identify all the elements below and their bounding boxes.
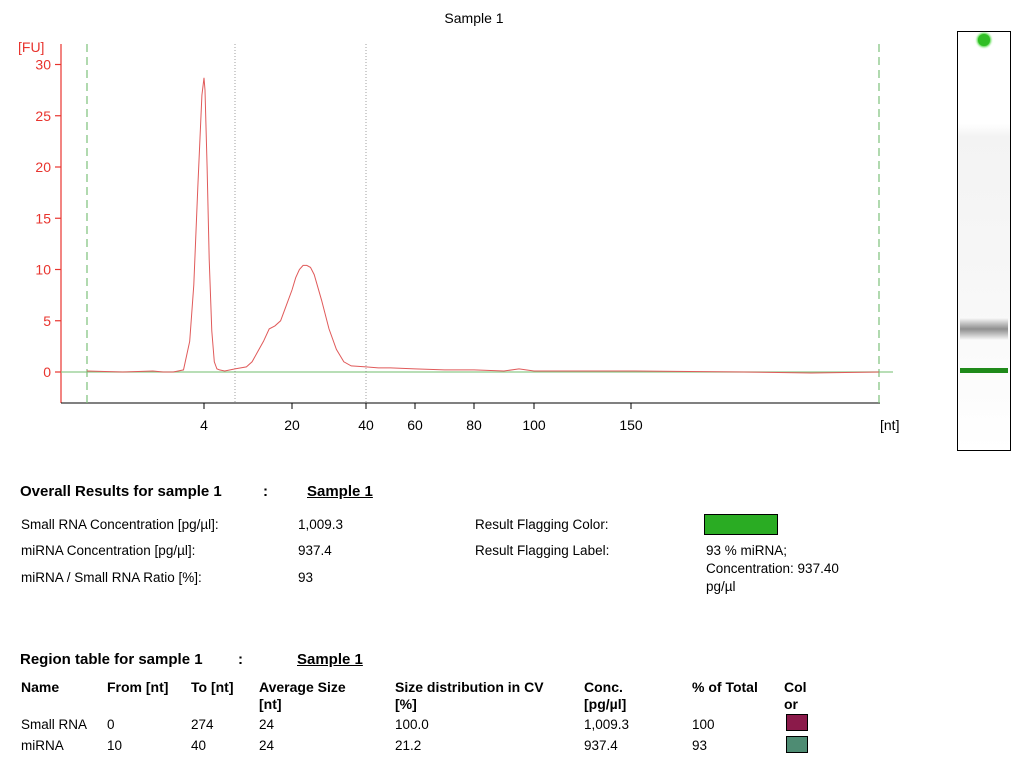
col-header-color-cont: or xyxy=(784,696,798,712)
y-axis: 0 5 10 15 20 25 30 xyxy=(35,57,61,380)
table-row-2-cv: 21.2 xyxy=(395,738,422,753)
y-tick-label: 30 xyxy=(35,57,51,73)
mirna-conc-label: miRNA Concentration [pg/µl]: xyxy=(21,543,196,558)
table-row-1-to: 274 xyxy=(191,717,214,732)
table-row-1-name: Small RNA xyxy=(21,717,88,732)
gel-upper-marker-dot xyxy=(978,34,990,46)
fluorescence-trace xyxy=(86,77,880,374)
table-row-1-cv: 100.0 xyxy=(395,717,429,732)
gel-lane xyxy=(957,31,1011,451)
region-sample-link[interactable]: Sample 1 xyxy=(297,651,363,668)
y-tick-label: 25 xyxy=(35,108,51,124)
flag-label-line-3: pg/µl xyxy=(706,579,736,594)
chart-title: Sample 1 xyxy=(444,10,503,26)
small-rna-conc-value: 1,009.3 xyxy=(298,517,344,532)
table-row-1-conc: 1,009.3 xyxy=(584,717,630,732)
col-header-color: Col xyxy=(784,679,807,695)
overall-results-colon: : xyxy=(263,483,268,500)
table-row-1-from: 0 xyxy=(107,717,115,732)
y-tick-label: 5 xyxy=(43,313,51,329)
col-header-name: Name xyxy=(21,679,60,695)
table-row-2-to: 40 xyxy=(191,738,207,753)
table-row-2-name: miRNA xyxy=(21,738,64,753)
region-table-colon: : xyxy=(238,651,243,668)
flag-label-line-2: Concentration: 937.40 xyxy=(706,561,839,576)
x-tick-label: 100 xyxy=(522,417,546,433)
flag-label-line-1: 93 % miRNA; xyxy=(706,543,788,558)
ratio-value: 93 xyxy=(298,570,314,585)
table-row-2-pct: 93 xyxy=(692,738,708,753)
x-tick-label: 80 xyxy=(466,417,482,433)
col-header-conc-unit: [pg/µl] xyxy=(584,696,627,712)
col-header-avg-size: Average Size xyxy=(259,679,346,695)
y-tick-label: 10 xyxy=(35,262,51,278)
col-header-avg-size-unit: [nt] xyxy=(259,696,282,712)
table-row-2-from: 10 xyxy=(107,738,123,753)
table-row-2-color-swatch xyxy=(786,736,808,753)
x-axis: 4 20 40 60 80 100 150 xyxy=(200,403,643,433)
y-tick-label: 20 xyxy=(35,159,51,175)
y-tick-label: 0 xyxy=(43,364,51,380)
flag-color-swatch xyxy=(704,514,778,535)
table-row-1-pct: 100 xyxy=(692,717,715,732)
col-header-from: From [nt] xyxy=(107,679,169,695)
col-header-conc: Conc. xyxy=(584,679,623,695)
table-row-2-conc: 937.4 xyxy=(584,738,618,753)
col-header-cv-unit: [%] xyxy=(395,696,417,712)
overall-sample-link[interactable]: Sample 1 xyxy=(307,483,373,500)
gel-band-sample xyxy=(960,318,1008,340)
flag-color-label: Result Flagging Color: xyxy=(475,517,609,532)
col-header-to: To [nt] xyxy=(191,679,234,695)
x-tick-label: 4 xyxy=(200,417,208,433)
x-tick-label: 60 xyxy=(407,417,423,433)
x-tick-label: 20 xyxy=(284,417,300,433)
y-tick-label: 15 xyxy=(35,210,51,226)
y-axis-label: [FU] xyxy=(18,39,44,55)
x-tick-label: 150 xyxy=(619,417,643,433)
mirna-conc-value: 937.4 xyxy=(298,543,332,558)
table-row-1-avg: 24 xyxy=(259,717,275,732)
table-row-2-avg: 24 xyxy=(259,738,275,753)
small-rna-conc-label: Small RNA Concentration [pg/µl]: xyxy=(21,517,219,532)
ratio-label: miRNA / Small RNA Ratio [%]: xyxy=(21,570,202,585)
gel-band-lower-marker xyxy=(960,368,1008,373)
table-row-1-color-swatch xyxy=(786,714,808,731)
overall-results-heading: Overall Results for sample 1 xyxy=(20,483,222,500)
x-tick-label: 40 xyxy=(358,417,374,433)
region-table-heading: Region table for sample 1 xyxy=(20,651,203,668)
flag-label-label: Result Flagging Label: xyxy=(475,543,610,558)
electropherogram-chart: Sample 1 [FU] [nt] 0 5 10 15 20 25 30 4 20 40 60 8… xyxy=(18,10,899,433)
col-header-pct-total: % of Total xyxy=(692,679,758,695)
col-header-cv: Size distribution in CV xyxy=(395,679,544,695)
x-axis-label: [nt] xyxy=(880,417,899,433)
